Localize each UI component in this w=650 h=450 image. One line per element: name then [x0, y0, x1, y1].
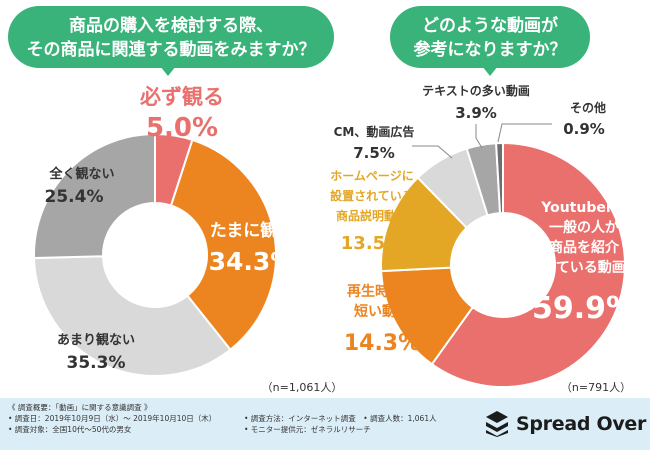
left-sample-size: （n=1,061人）: [262, 381, 343, 394]
right-heading-line2: 参考になりますか？: [414, 39, 567, 60]
right-donut-slice-6: [495, 141, 504, 215]
label-rarely-name: あまり観ない: [57, 332, 135, 348]
spread-over-logo-icon: [486, 411, 508, 437]
label-cm-pct: 7.5%: [353, 144, 395, 162]
left-donut-slice-3: [33, 255, 232, 377]
right-sample-size: （n=791人）: [561, 381, 631, 394]
right-heading: どのような動画が 参考になりますか？: [390, 6, 590, 76]
label-sometimes-pct: 34.3%: [209, 247, 296, 276]
label-youtuber-line2: 一般の人が: [549, 219, 620, 236]
survey-notes: 《 調査概要：「動画」に関する意識調査 》 • 調査日：2019年10月9日（水…: [8, 402, 478, 435]
left-heading-bubble: [8, 6, 334, 68]
right-donut-slice-1: [430, 141, 626, 388]
label-homepage-line2: 設置されている: [330, 188, 414, 203]
spread-over-logo-text: Spread Over: [516, 413, 647, 435]
label-youtuber-line4: している動画: [542, 259, 626, 276]
survey-provider: • モニター提供元：ゼネラルリサーチ: [244, 425, 371, 434]
leader-line-other: [497, 123, 552, 143]
label-always-name: 必ず観る: [140, 85, 224, 109]
label-rarely-pct: 35.3%: [67, 353, 126, 373]
label-never-name: 全く観ない: [48, 166, 114, 182]
left-chart-labels: 必ず観る 5.0% たまに観る 34.3% 全く観ない 25.4% あまり観ない…: [45, 85, 343, 394]
label-homepage-line3: 商品説明動画: [336, 208, 408, 223]
left-donut-slice-4: [33, 132, 156, 260]
spread-over-logo: Spread Over: [484, 410, 646, 438]
leader-line-cm: [412, 145, 453, 159]
label-text-pct: 3.9%: [455, 104, 497, 122]
label-text-name: テキストの多い動画: [422, 83, 530, 98]
left-heading-line2: その商品に関連する動画をみますか？: [27, 39, 316, 60]
right-heading-bubble: [390, 6, 590, 68]
label-youtuber-pct: 59.9%: [532, 291, 636, 326]
label-never-pct: 25.4%: [45, 187, 104, 207]
survey-title: 《 調査概要：「動画」に関する意識調査 》: [8, 403, 152, 412]
label-cm-name: CM、動画広告: [334, 124, 415, 139]
label-short-line1: 再生時間の: [347, 283, 417, 300]
label-youtuber-line3: 商品を紹介: [549, 239, 620, 256]
label-youtuber-line1: Youtuberや: [540, 200, 627, 216]
survey-target: • 調査対象：全国10代～50代の男女: [8, 425, 132, 434]
left-donut-slice-2: [169, 138, 277, 352]
survey-date: • 調査日：2019年10月9日（水）～ 2019年10月10日（木）: [8, 414, 217, 423]
label-short-pct: 14.3%: [344, 331, 420, 356]
label-other-name: その他: [570, 100, 606, 115]
label-other-pct: 0.9%: [563, 120, 605, 138]
left-heading-line1: 商品の購入を検討する際、: [69, 15, 273, 36]
leader-line-text: [475, 124, 483, 149]
donut-chart-right: [380, 141, 626, 388]
donut-chart-left: [33, 132, 277, 377]
label-homepage-line1: ホームページに: [330, 169, 413, 183]
right-heading-line1: どのような動画が: [422, 15, 558, 36]
left-heading-pointer: [160, 66, 176, 76]
right-heading-pointer: [482, 66, 498, 76]
survey-method: • 調査方法：インターネット調査 • 調査人数：1,061人: [244, 414, 437, 423]
left-heading: 商品の購入を検討する際、 その商品に関連する動画をみますか？: [8, 6, 334, 76]
label-always-pct: 5.0%: [146, 113, 218, 143]
right-chart-labels: Youtuberや 一般の人が 商品を紹介 している動画 59.9% 再生時間の…: [330, 83, 636, 394]
label-homepage-pct: 13.5%: [341, 233, 403, 254]
label-sometimes-name: たまに観る: [210, 220, 295, 241]
survey-footer: 《 調査概要：「動画」に関する意識調査 》 • 調査日：2019年10月9日（水…: [0, 398, 650, 450]
label-short-line2: 短い動画: [354, 303, 410, 320]
